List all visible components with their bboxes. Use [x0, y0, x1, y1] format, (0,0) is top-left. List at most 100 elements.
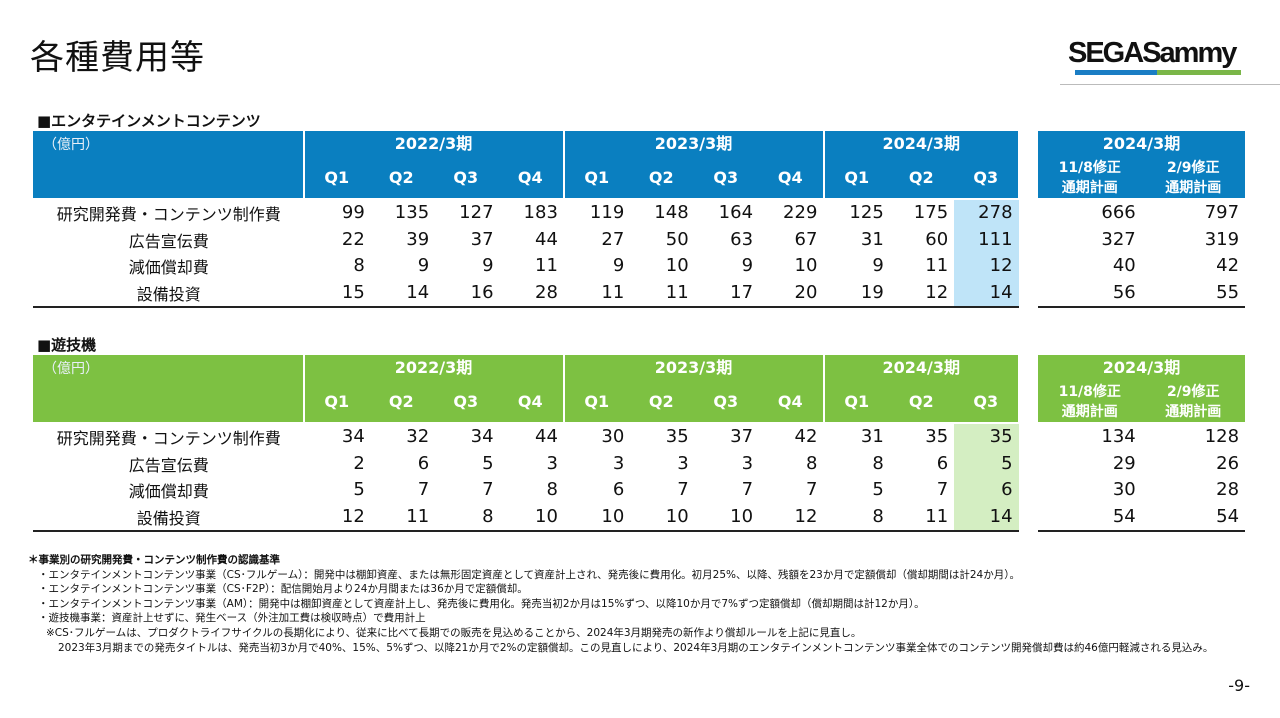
quarter-label: Q3 [453, 392, 479, 411]
row-label: 広告宣伝費 [128, 231, 209, 251]
period-header: 2023/3期 Q1 Q2 Q3 Q4 [564, 131, 823, 198]
value-cell: 99 [341, 202, 365, 223]
sega-sammy-logo: SEGASammy [1068, 38, 1248, 78]
value-cell: 9 [741, 255, 754, 276]
plan-col-line: 通期計画 [1061, 403, 1118, 420]
table-header: （億円） 2022/3期 Q1 Q2 Q3 Q4 2023/3期 Q1 Q2 Q3 Q4 2024/3… [33, 131, 1245, 198]
plan-value: 42 [1216, 255, 1240, 276]
plan-value: 56 [1112, 281, 1136, 303]
plan-col-line: 通期計画 [1061, 179, 1118, 196]
value-cell: 10 [535, 505, 558, 527]
period-header: 2024/3期 Q1 Q2 Q3 [824, 355, 1019, 422]
value-cell: 3 [612, 452, 625, 474]
row-label: 研究開発費・コンテンツ制作費 [56, 429, 281, 449]
table-row: 研究開発費・コンテンツ制作費 99 135 127 183 119 148 164 229 125… [33, 200, 1245, 227]
value-cell: 183 [523, 202, 558, 223]
value-cell: 34 [341, 426, 365, 447]
pachislot-table: ■遊技機 （億円） 2022/3期 Q1 Q2 Q3 Q4 2023/3期 Q1 Q2 Q3 Q4 20… [33, 335, 1245, 532]
plan-value: 327 [1101, 228, 1136, 250]
page-number: -9- [1228, 676, 1250, 695]
value-cell: 278 [954, 200, 1019, 227]
table-body: 研究開発費・コンテンツ制作費 34 32 34 44 30 35 37 42 31 35 35 134 1… [33, 424, 1245, 532]
value-cell: 31 [860, 228, 884, 250]
quarter-label: Q1 [324, 392, 350, 411]
value-cell: 42 [794, 426, 818, 447]
period-label: 2023/3期 [654, 134, 733, 153]
value-cell: 37 [730, 426, 754, 447]
value-cell: 60 [925, 228, 949, 250]
unit-label: （億円） [33, 355, 303, 422]
quarter-label: Q2 [388, 392, 414, 411]
value-cell: 31 [860, 426, 884, 447]
value-cell: 111 [954, 226, 1019, 253]
quarter-label: Q4 [517, 392, 543, 411]
quarter-label: Q3 [973, 168, 999, 187]
value-cell: 8 [872, 452, 884, 474]
value-cell: 14 [954, 279, 1019, 306]
quarter-row: Q1 Q2 Q3 [825, 381, 1019, 422]
plan-value: 26 [1216, 452, 1240, 474]
plan-value: 319 [1204, 228, 1240, 250]
divider [1060, 84, 1280, 85]
value-cell: 50 [665, 228, 689, 250]
value-cell: 10 [665, 255, 689, 276]
value-cell: 7 [741, 479, 754, 500]
value-cell: 3 [741, 452, 754, 474]
plan-bottom-border [1038, 530, 1245, 532]
quarter-row: Q1 Q2 Q3 Q4 [305, 381, 563, 422]
page-title: 各種費用等 [30, 38, 205, 78]
value-cell: 37 [470, 228, 494, 250]
plan-value: 40 [1112, 255, 1136, 276]
value-cell: 12 [341, 505, 365, 527]
value-cell: 6 [417, 452, 430, 474]
value-cell: 175 [913, 202, 949, 223]
period-label: 2023/3期 [654, 358, 733, 377]
value-cell: 6 [936, 452, 949, 474]
value-cell: 135 [394, 202, 430, 223]
note-item: ・遊技機事業：資産計上せずに、発生ベース（外注加工費は検収時点）で費用計上 [38, 612, 426, 625]
plan-header: 2024/3期 11/8修正 通期計画 2/9修正 通期計画 [1038, 355, 1245, 422]
notes-heading: ＊事業別の研究開発費・コンテンツ制作費の認識基準 [28, 554, 280, 566]
value-cell: 229 [783, 202, 818, 223]
plan-bottom-border [1038, 306, 1245, 308]
row-label: 設備投資 [136, 284, 201, 304]
entertainment-table: ■エンタテインメントコンテンツ （億円） 2022/3期 Q1 Q2 Q3 Q4 2023/3… [33, 111, 1245, 308]
value-cell: 10 [794, 255, 818, 276]
row-label: 研究開発費・コンテンツ制作費 [56, 205, 281, 225]
table-header: （億円） 2022/3期 Q1 Q2 Q3 Q4 2023/3期 Q1 Q2 Q3 Q4 2024/3… [33, 355, 1245, 422]
value-cell: 20 [794, 281, 818, 303]
value-cell: 7 [482, 479, 494, 500]
period-label: 2022/3期 [394, 358, 473, 377]
plan-col-label: 11/8修正 通期計画 [1038, 158, 1142, 198]
table-body: 研究開発費・コンテンツ制作費 99 135 127 183 119 148 164 229 125… [33, 200, 1245, 308]
plan-col-line: 11/8修正 [1058, 159, 1121, 176]
plan-value: 797 [1204, 202, 1240, 223]
plan-col-line: 2/9修正 [1166, 383, 1220, 400]
plan-col-line: 通期計画 [1165, 403, 1222, 420]
quarter-label: Q1 [844, 168, 870, 187]
table-row: 減価償却費 8 9 9 11 9 10 9 10 9 11 12 40 42 [33, 253, 1245, 280]
value-cell: 11 [925, 255, 949, 276]
quarter-label: Q2 [648, 168, 674, 187]
table-row: 広告宣伝費 2 6 5 3 3 3 3 8 8 6 5 29 26 [33, 450, 1245, 477]
quarter-label: Q1 [324, 168, 350, 187]
table-row: 設備投資 12 11 8 10 10 10 10 12 8 11 14 54 54 [33, 503, 1245, 530]
table-bottom-border [33, 306, 1019, 308]
section-title: ■エンタテインメントコンテンツ [37, 112, 261, 130]
value-cell: 5 [353, 479, 365, 500]
quarter-label: Q3 [713, 392, 739, 411]
value-cell: 148 [654, 202, 689, 223]
footnotes: ＊事業別の研究開発費・コンテンツ制作費の認識基準 ・エンタテインメントコンテンツ… [28, 553, 1213, 655]
value-cell: 14 [954, 503, 1019, 530]
value-cell: 8 [353, 255, 365, 276]
plan-col-line: 11/8修正 [1058, 383, 1121, 400]
value-cell: 28 [535, 281, 558, 303]
plan-value: 128 [1204, 426, 1240, 447]
note-item: ・エンタテインメントコンテンツ事業（CS･フルゲーム）：開発中は棚卸資産、または… [38, 568, 1020, 581]
period-label: 2022/3期 [394, 134, 473, 153]
value-cell: 12 [925, 281, 949, 303]
value-cell: 17 [730, 281, 754, 303]
value-cell: 3 [546, 452, 558, 474]
quarter-label: Q1 [844, 392, 870, 411]
value-cell: 9 [482, 255, 494, 276]
